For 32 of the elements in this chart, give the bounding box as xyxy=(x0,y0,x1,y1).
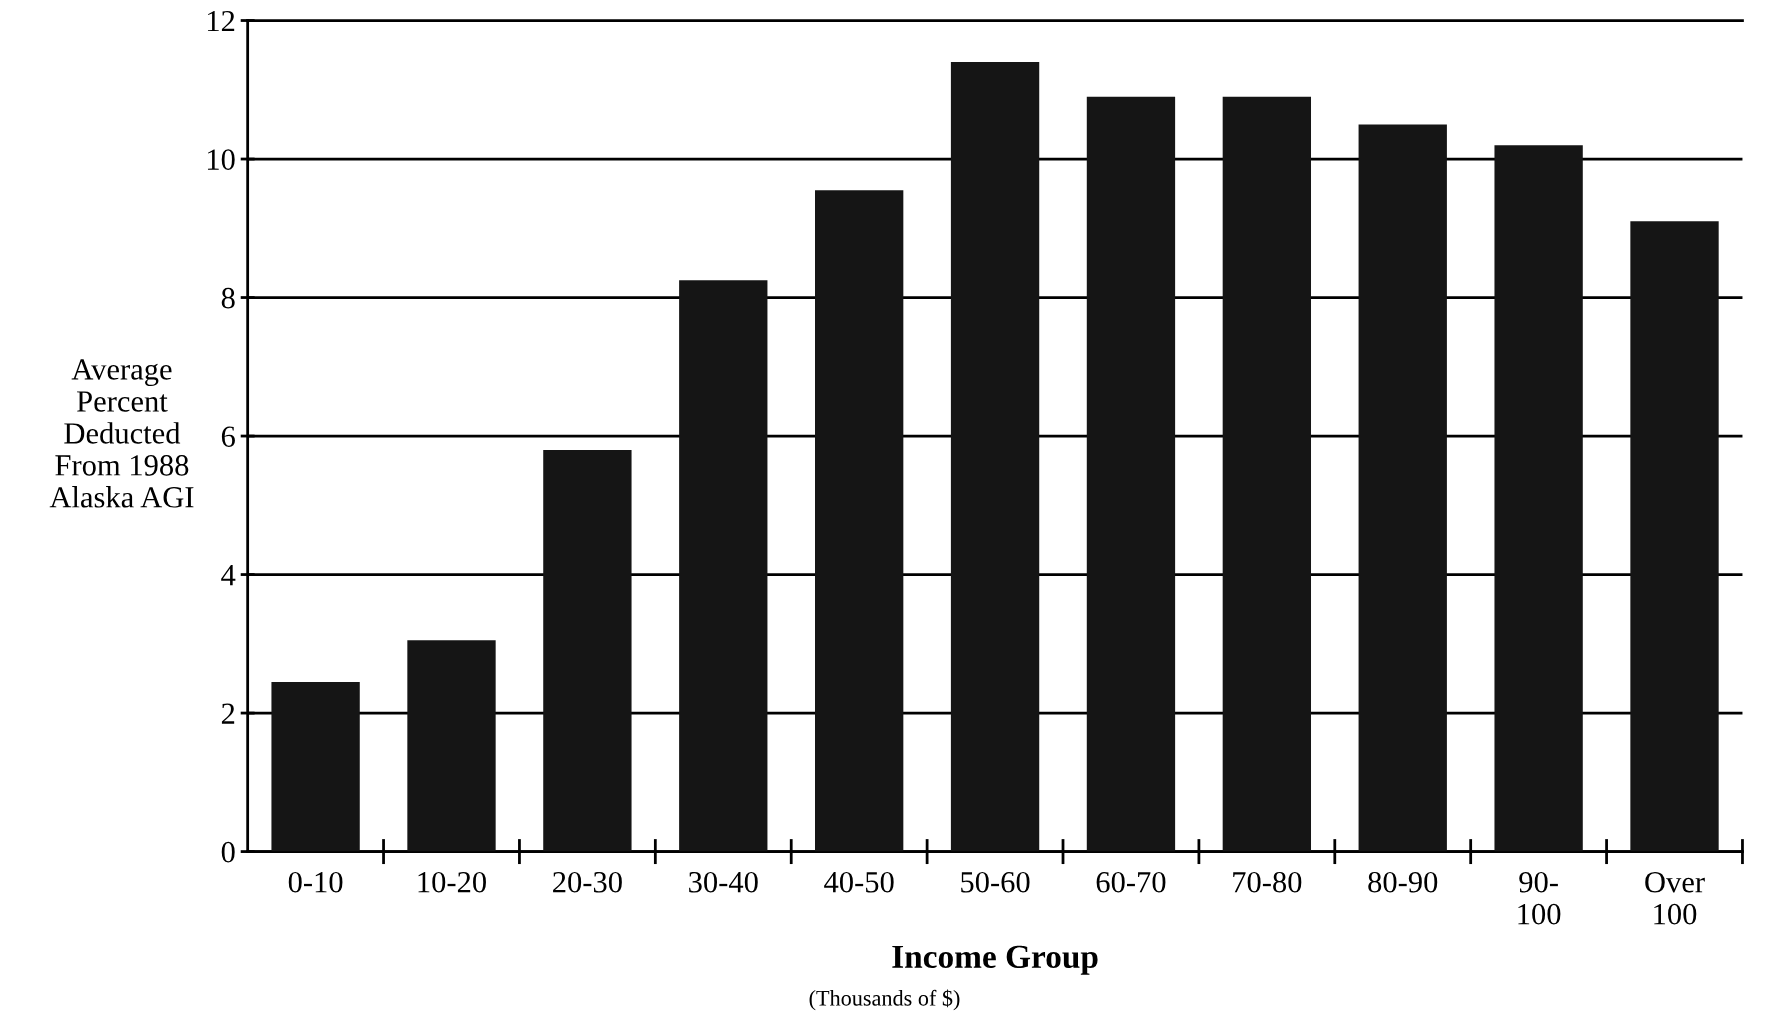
x-tick-label: 40-50 xyxy=(824,871,894,893)
x-tick-label: 50-60 xyxy=(961,871,1030,893)
y-tick-label: 10 xyxy=(207,149,235,170)
bar xyxy=(271,681,360,852)
bar xyxy=(1086,96,1176,852)
y-axis-title: Average Percent Deducted From 1988 Alaska AGI xyxy=(49,359,194,508)
x-tick-label: 10-20 xyxy=(418,871,486,893)
x-axis-title: Income Group xyxy=(892,945,1098,975)
x-tick-label: 20-30 xyxy=(553,871,622,893)
x-tick-label: 70-80 xyxy=(1233,871,1302,893)
y-tick-label: 6 xyxy=(221,426,235,447)
x-tick-label: 60-70 xyxy=(1096,871,1166,893)
y-tick-label: 8 xyxy=(221,287,235,309)
bar xyxy=(679,280,768,852)
bar xyxy=(1222,96,1312,852)
x-tick-label: 0-10 xyxy=(288,871,343,893)
x-tick-label: 90- 100 xyxy=(1518,871,1561,925)
bar xyxy=(1358,124,1447,852)
bar xyxy=(950,62,1040,852)
x-tick-label: 80-90 xyxy=(1368,871,1438,893)
bar xyxy=(407,640,496,852)
y-tick-label: 4 xyxy=(221,565,236,586)
x-tick-label: 30-40 xyxy=(689,871,758,893)
y-tick-label: 0 xyxy=(221,841,235,863)
y-tick-label: 2 xyxy=(221,703,235,724)
y-tick-label: 12 xyxy=(207,10,235,32)
bar xyxy=(1494,145,1583,852)
bar xyxy=(543,449,632,852)
x-tick-label: Over 100 xyxy=(1645,871,1705,925)
bar xyxy=(815,190,904,852)
bar xyxy=(1630,221,1719,852)
text: (Thousands of $) xyxy=(809,989,960,1011)
